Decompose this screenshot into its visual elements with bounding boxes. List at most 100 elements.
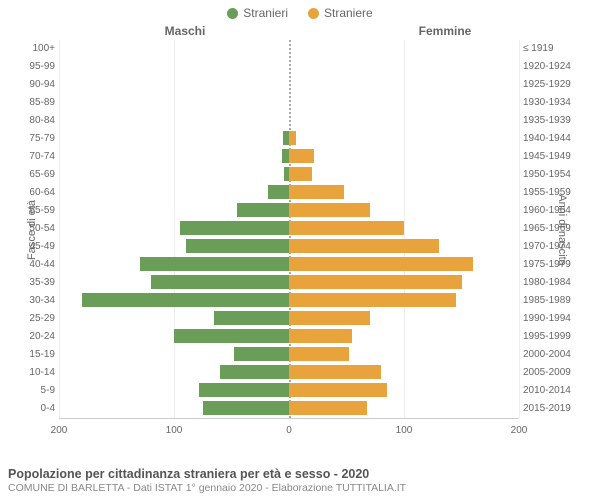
age-tick: 30-34 [0,292,55,310]
bar-female [289,239,439,253]
x-tick-label: 100 [166,425,183,436]
age-tick: 90-94 [0,76,55,94]
year-tick: 2010-2014 [523,382,588,400]
bar-female [289,347,349,361]
year-tick: 1985-1989 [523,292,588,310]
bar-male [214,311,289,325]
pyramid-row [59,238,519,254]
pyramid-row [59,346,519,362]
pyramid-row [59,166,519,182]
age-tick: 70-74 [0,148,55,166]
legend: Stranieri Straniere [0,0,600,20]
year-tick: ≤ 1919 [523,40,588,58]
bar-female [289,401,367,415]
bar-male [234,347,289,361]
pyramid-row [59,328,519,344]
bar-female [289,365,381,379]
y-axis-label-right: Anni di nascita [556,194,568,266]
bar-female [289,293,456,307]
pyramid-row [59,130,519,146]
pyramid-row [59,364,519,380]
year-tick: 1920-1924 [523,58,588,76]
age-tick: 100+ [0,40,55,58]
header-row: Maschi Femmine [0,24,600,38]
legend-label-male: Stranieri [243,6,288,20]
pyramid-row [59,382,519,398]
chart-area: Fasce di età Anni di nascita 100+95-9990… [0,40,600,419]
year-tick: 1945-1949 [523,148,588,166]
bar-female [289,221,404,235]
footer-title: Popolazione per cittadinanza straniera p… [8,467,592,481]
x-tick-label: 0 [286,425,292,436]
year-tick: 1950-1954 [523,166,588,184]
bar-female [289,257,473,271]
year-tick: 2005-2009 [523,364,588,382]
year-tick: 2015-2019 [523,400,588,418]
footer-subtitle: COMUNE DI BARLETTA - Dati ISTAT 1° genna… [8,482,592,494]
bar-male [268,185,289,199]
year-tick: 1940-1944 [523,130,588,148]
footer: Popolazione per cittadinanza straniera p… [8,467,592,494]
pyramid-row [59,202,519,218]
year-tick: 1980-1984 [523,274,588,292]
age-tick: 35-39 [0,274,55,292]
pyramid-row [59,40,519,56]
age-tick: 75-79 [0,130,55,148]
age-tick: 5-9 [0,382,55,400]
bar-female [289,311,370,325]
legend-item-male: Stranieri [227,6,288,20]
bar-female [289,167,312,181]
year-tick: 1990-1994 [523,310,588,328]
age-tick: 25-29 [0,310,55,328]
legend-label-female: Straniere [324,6,373,20]
age-tick: 20-24 [0,328,55,346]
bar-female [289,203,370,217]
age-tick: 15-19 [0,346,55,364]
x-tick-label: 100 [396,425,413,436]
bar-male [180,221,289,235]
pyramid-row [59,310,519,326]
year-axis-ticks: ≤ 19191920-19241925-19291930-19341935-19… [519,40,588,419]
bar-male [82,293,289,307]
age-tick: 10-14 [0,364,55,382]
x-tick-label: 200 [51,425,68,436]
pyramid-row [59,292,519,308]
swatch-female [308,8,319,19]
grid-line [519,40,520,418]
bar-female [289,383,387,397]
header-right: Femmine [315,24,575,38]
age-tick: 65-69 [0,166,55,184]
year-tick: 1925-1929 [523,76,588,94]
pyramid-row [59,94,519,110]
bar-male [220,365,289,379]
plot-area: 2001000100200 [59,40,519,419]
bar-male [199,383,289,397]
legend-item-female: Straniere [308,6,373,20]
pyramid-row [59,184,519,200]
age-tick: 85-89 [0,94,55,112]
age-tick: 95-99 [0,58,55,76]
bar-male [186,239,290,253]
header-left: Maschi [0,24,315,38]
pyramid-row [59,400,519,416]
bar-male [140,257,290,271]
pyramid-row [59,274,519,290]
year-tick: 1935-1939 [523,112,588,130]
bar-female [289,149,314,163]
year-tick: 2000-2004 [523,346,588,364]
pyramid-row [59,256,519,272]
swatch-male [227,8,238,19]
bar-female [289,185,344,199]
year-tick: 1995-1999 [523,328,588,346]
pyramid-row [59,148,519,164]
pyramid-row [59,58,519,74]
pyramid-row [59,220,519,236]
pyramid-row [59,76,519,92]
bar-female [289,275,462,289]
bar-female [289,131,296,145]
y-axis-label-left: Fasce di età [26,200,38,260]
pyramid-row [59,112,519,128]
age-tick: 0-4 [0,400,55,418]
bar-male [151,275,289,289]
bar-female [289,329,352,343]
